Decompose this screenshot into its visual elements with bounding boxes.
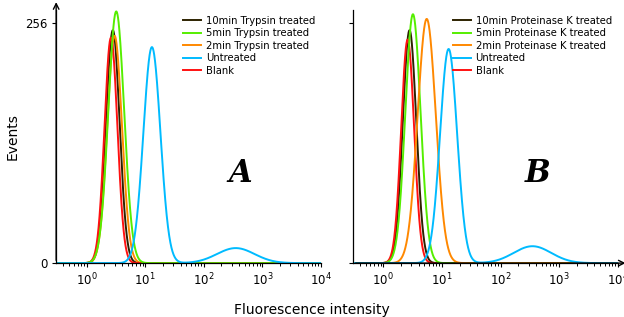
Text: Fluorescence intensity: Fluorescence intensity: [234, 303, 390, 317]
Text: A: A: [228, 158, 252, 189]
Text: B: B: [525, 158, 551, 189]
Legend: 10min Proteinase K treated, 5min Proteinase K treated, 2min Proteinase K treated: 10min Proteinase K treated, 5min Protein…: [452, 15, 613, 76]
Legend: 10min Trypsin treated, 5min Trypsin treated, 2min Trypsin treated, Untreated, Bl: 10min Trypsin treated, 5min Trypsin trea…: [182, 15, 316, 76]
Y-axis label: Events: Events: [5, 113, 19, 160]
